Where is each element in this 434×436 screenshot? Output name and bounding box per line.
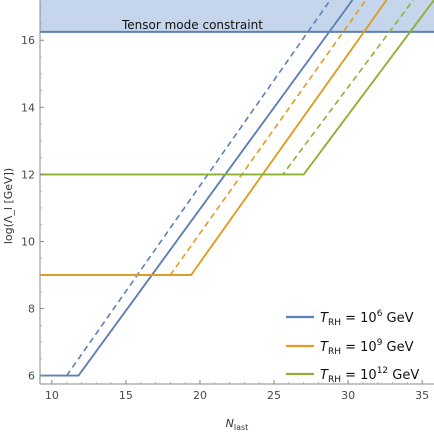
- y-tick-label: 10: [21, 235, 35, 248]
- y-tick-label: 16: [21, 34, 35, 47]
- series-0-solid-line: [40, 0, 354, 377]
- legend-label-1: TRH = 109 GeV: [320, 338, 414, 357]
- x-tick-label: 15: [119, 389, 133, 402]
- x-axis-title: Nlast: [226, 417, 249, 432]
- series-1-solid-line: [40, 0, 388, 276]
- x-tick-label: 10: [45, 389, 59, 402]
- y-tick-label: 8: [28, 303, 35, 316]
- series-0-dashed-line: [66, 0, 331, 377]
- constraint-label: Tensor mode constraint: [121, 18, 263, 32]
- series-lines: [40, 0, 434, 377]
- x-tick-label: 25: [267, 389, 281, 402]
- x-tick-label: 35: [415, 389, 429, 402]
- y-tick-label: 12: [21, 168, 35, 181]
- x-tick-label: 30: [341, 389, 355, 402]
- y-tick-label: 14: [21, 101, 35, 114]
- legend-label-0: TRH = 106 GeV: [320, 309, 414, 328]
- legend-label-2: TRH = 1012 GeV: [320, 366, 419, 385]
- plot-frame: [39, 0, 434, 385]
- series-1-dashed-line: [40, 0, 367, 276]
- series-2-solid-line: [40, 0, 434, 176]
- x-tick-label: 20: [193, 389, 207, 402]
- y-axis-title: log(Λ_l [GeV]): [2, 168, 15, 244]
- y-tick-label: 6: [28, 370, 35, 383]
- constraint-band: [40, 0, 434, 33]
- axis-ticks: 10 15 20 25 30 35 6 8 10 12 14 16: [21, 6, 429, 402]
- legend: TRH = 106 GeV TRH = 109 GeV TRH = 1012 GeV: [286, 309, 419, 385]
